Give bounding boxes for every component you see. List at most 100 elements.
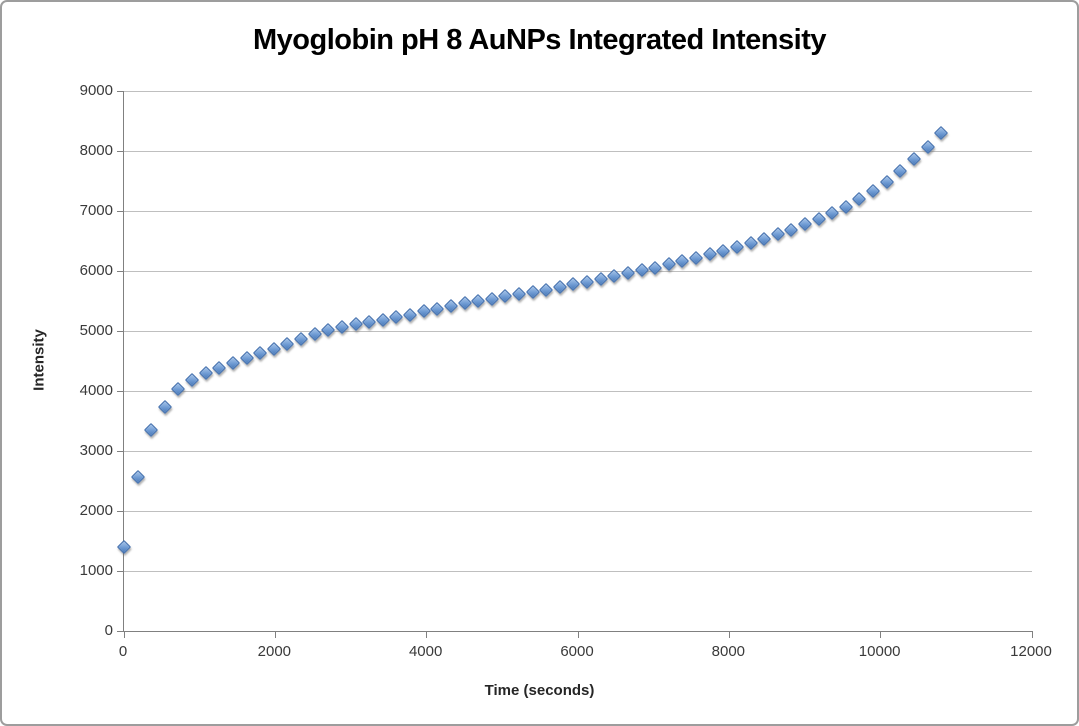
data-point xyxy=(402,307,418,322)
data-point xyxy=(375,312,390,327)
data-point xyxy=(293,331,309,346)
data-point xyxy=(893,164,908,179)
data-point xyxy=(593,271,608,286)
data-point xyxy=(770,227,785,242)
data-point xyxy=(634,263,649,278)
data-point xyxy=(239,350,254,366)
data-point xyxy=(825,206,840,221)
gridline xyxy=(124,210,1032,212)
y-axis-tick xyxy=(117,630,124,632)
gridline xyxy=(124,510,1032,512)
data-point xyxy=(511,286,527,301)
data-point xyxy=(307,326,322,342)
data-point xyxy=(934,125,949,141)
y-axis-tick xyxy=(117,510,124,512)
data-point xyxy=(566,277,581,292)
x-axis-tick xyxy=(577,631,579,638)
data-point xyxy=(743,235,758,250)
x-axis-tick xyxy=(880,631,882,638)
x-axis-tick xyxy=(728,631,730,638)
data-point xyxy=(580,274,595,289)
data-point xyxy=(198,365,213,381)
data-point xyxy=(321,323,336,338)
data-point xyxy=(661,257,676,272)
y-axis-tick xyxy=(117,390,124,392)
data-point xyxy=(225,356,241,371)
x-tick-label: 0 xyxy=(118,643,128,660)
x-axis-tick xyxy=(123,631,125,638)
data-point xyxy=(539,282,554,297)
data-point xyxy=(253,346,268,361)
data-point xyxy=(280,337,295,352)
gridline xyxy=(124,570,1032,572)
x-tick-label: 6000 xyxy=(560,643,594,660)
y-axis-tick xyxy=(117,90,124,92)
data-point xyxy=(171,382,186,397)
data-point xyxy=(702,247,717,262)
x-tick-label: 8000 xyxy=(711,643,746,660)
y-tick-label: 3000 xyxy=(79,442,113,459)
data-point xyxy=(525,284,540,300)
y-tick-label: 8000 xyxy=(79,142,113,159)
data-point xyxy=(130,469,145,484)
data-point xyxy=(185,373,200,388)
y-tick-label: 9000 xyxy=(79,82,113,99)
data-point xyxy=(920,139,935,154)
data-point xyxy=(811,211,826,226)
data-point xyxy=(552,280,567,295)
y-tick-label: 6000 xyxy=(79,262,113,279)
data-point xyxy=(906,152,922,167)
data-point xyxy=(784,222,799,237)
data-point xyxy=(675,254,690,269)
data-point xyxy=(852,191,867,207)
data-point xyxy=(116,539,132,555)
x-axis-tick xyxy=(426,631,428,638)
data-point xyxy=(729,239,744,255)
plot-area xyxy=(116,90,1033,638)
y-axis-tick xyxy=(117,450,124,452)
y-axis-tick xyxy=(117,210,124,212)
data-point xyxy=(457,296,472,311)
data-point xyxy=(620,266,636,281)
data-point xyxy=(716,244,731,259)
x-tick-label: 12000 xyxy=(1010,643,1052,660)
y-axis-tick xyxy=(117,150,124,152)
data-point xyxy=(266,341,281,357)
y-axis-tick xyxy=(117,270,124,272)
data-point xyxy=(484,291,499,306)
data-point xyxy=(430,301,445,316)
y-axis-tick xyxy=(117,570,124,572)
y-axis-tick xyxy=(117,330,124,332)
data-point xyxy=(688,250,704,265)
gridline xyxy=(124,150,1032,152)
y-tick-label: 5000 xyxy=(79,322,113,339)
data-point xyxy=(416,304,431,319)
data-point xyxy=(443,298,458,313)
data-point xyxy=(362,314,377,330)
data-point xyxy=(471,293,486,309)
chart-title: Myoglobin pH 8 AuNPs Integrated Intensit… xyxy=(253,24,826,56)
y-tick-label: 4000 xyxy=(79,382,113,399)
data-point xyxy=(498,289,513,304)
x-tick-label: 2000 xyxy=(257,643,292,660)
y-tick-label: 1000 xyxy=(79,562,113,579)
x-tick-label: 4000 xyxy=(408,643,443,660)
data-point xyxy=(866,183,881,198)
x-axis-tick xyxy=(274,631,276,638)
data-point xyxy=(879,174,894,189)
data-point xyxy=(348,317,363,332)
data-point xyxy=(757,231,772,246)
gridline xyxy=(124,330,1032,332)
gridline xyxy=(124,270,1032,272)
data-point xyxy=(389,310,404,325)
data-point xyxy=(648,260,663,276)
x-tick-label: 10000 xyxy=(858,643,901,660)
x-axis-tick xyxy=(1031,631,1033,638)
data-point xyxy=(838,199,853,214)
y-tick-label: 2000 xyxy=(79,502,113,519)
data-point xyxy=(212,361,227,376)
data-point xyxy=(157,400,172,415)
data-point xyxy=(334,320,349,335)
y-tick-label: 7000 xyxy=(79,202,113,219)
